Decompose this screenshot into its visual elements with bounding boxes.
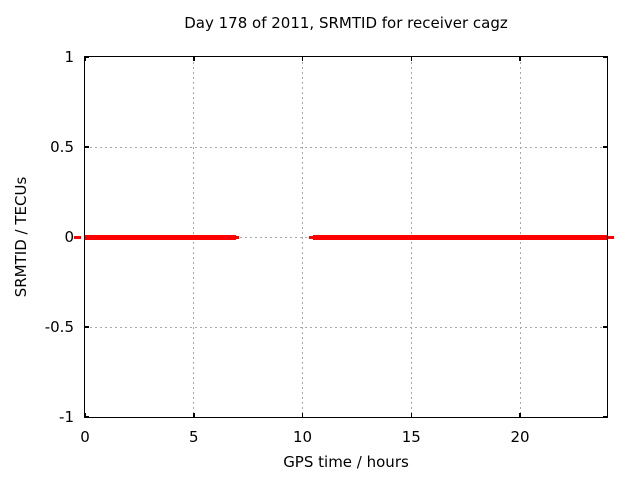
y-tick-mark-right: [603, 416, 607, 418]
y-tick-label: 0: [64, 228, 74, 246]
series-whisker: [309, 235, 314, 239]
x-tick-mark: [84, 413, 86, 417]
x-tick-label: 5: [188, 428, 199, 446]
x-tick-label: 10: [292, 428, 313, 446]
y-tick-mark-right: [603, 146, 607, 148]
series-whisker: [236, 235, 240, 239]
y-tick-mark: [85, 146, 89, 148]
y-tick-mark: [85, 416, 89, 418]
y-tick-mark-right: [603, 326, 607, 328]
y-tick-label: -1: [59, 408, 74, 426]
plot-area: [74, 56, 614, 418]
x-tick-mark: [519, 413, 521, 417]
series-line-segment: [313, 234, 607, 240]
y-tick-label: -0.5: [44, 318, 74, 336]
gridline-horizontal: [85, 146, 607, 148]
y-tick-label: 0.5: [50, 138, 74, 156]
x-tick-mark-top: [84, 57, 86, 61]
x-tick-mark-top: [519, 57, 521, 61]
gridline-horizontal: [85, 326, 607, 328]
series-line-segment: [85, 234, 237, 240]
y-tick-label: 1: [64, 48, 74, 66]
x-tick-mark: [301, 413, 304, 417]
y-tick-mark: [85, 326, 89, 328]
x-tick-mark: [410, 413, 412, 417]
x-tick-label: 20: [510, 428, 530, 446]
y-tick-mark-right: [603, 56, 607, 58]
series-whisker: [74, 235, 82, 239]
x-tick-mark: [193, 413, 195, 417]
x-tick-label: 15: [401, 428, 421, 446]
chart-title: Day 178 of 2011, SRMTID for receiver cag…: [184, 14, 508, 32]
x-tick-mark-top: [193, 57, 195, 61]
x-axis-label: GPS time / hours: [283, 453, 409, 471]
x-tick-mark-top: [410, 57, 412, 61]
series-whisker: [608, 235, 614, 239]
x-tick-label: 0: [80, 428, 90, 446]
y-tick-mark: [85, 56, 89, 58]
x-tick-mark-top: [301, 57, 304, 61]
